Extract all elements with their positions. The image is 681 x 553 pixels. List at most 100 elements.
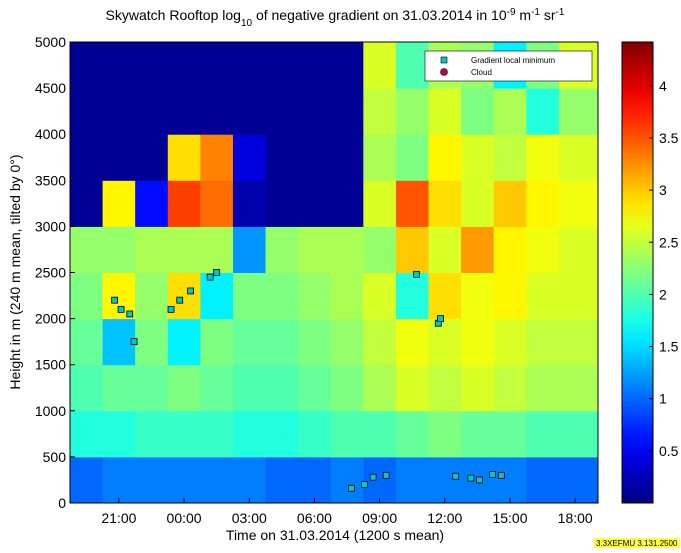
heatmap-cell	[167, 134, 201, 181]
y-tick-label: 2000	[35, 311, 66, 327]
y-tick-label: 1000	[35, 403, 66, 419]
heatmap-cell	[102, 42, 136, 89]
gradient-minimum-marker	[117, 305, 125, 313]
heatmap-cell	[330, 180, 364, 227]
heatmap-cell	[135, 134, 169, 181]
heatmap-cell	[200, 180, 234, 227]
footer-box	[594, 538, 680, 548]
heatmap-cell	[167, 180, 201, 227]
heatmap-cell	[558, 364, 598, 412]
gradient-minimum-marker	[489, 471, 497, 478]
legend-marker	[440, 68, 448, 76]
heatmap-cell	[526, 88, 560, 135]
heatmap-cell	[558, 318, 598, 366]
heatmap-cell	[363, 456, 397, 503]
heatmap-cell	[493, 364, 527, 412]
heatmap-cell	[70, 180, 104, 227]
footer: 3.3XEFMU 3.131.2500	[596, 539, 678, 548]
heatmap-cell	[200, 42, 234, 89]
title-part: of negative gradient on 31.03.2014 in 10	[252, 7, 507, 23]
heatmap-cell	[70, 318, 104, 366]
heatmap-cell	[330, 88, 364, 135]
heatmap-cell	[428, 456, 462, 503]
heatmap-cell	[558, 180, 598, 227]
heatmap-cell	[395, 318, 430, 366]
heatmap-cell	[330, 272, 364, 320]
x-tick-label: 12:00	[427, 510, 462, 526]
heatmap-cell	[265, 180, 299, 227]
heatmap-cell	[395, 88, 430, 135]
gradient-minimum-marker	[361, 481, 368, 488]
gradient-minimum-marker	[206, 273, 214, 281]
heatmap-cell	[298, 456, 332, 503]
heatmap-cell	[200, 88, 234, 135]
heatmap-cell	[493, 272, 527, 320]
heatmap-cell	[558, 134, 598, 181]
heatmap-cell	[428, 318, 462, 366]
x-tick-label: 18:00	[558, 510, 593, 526]
title-part: sr	[540, 7, 556, 23]
heatmap-cell	[493, 88, 527, 135]
heatmap-cell	[232, 364, 267, 412]
colorbar-tick-label: 1	[659, 391, 667, 407]
heatmap-cell	[200, 134, 234, 181]
gradient-minimum-marker	[476, 476, 483, 484]
legend-label: Gradient local minimum	[471, 56, 555, 65]
heatmap-cell	[232, 318, 267, 366]
x-tick-label: 09:00	[362, 510, 397, 526]
heatmap-cell	[428, 226, 462, 273]
y-tick-label: 1500	[35, 357, 66, 373]
legend-box	[424, 50, 593, 82]
heatmap-cell	[265, 364, 299, 412]
heatmap-cell	[135, 318, 169, 366]
heatmap-cell	[526, 226, 560, 273]
title-part: -1	[556, 7, 565, 18]
heatmap-cell	[558, 456, 598, 503]
heatmap-cell	[102, 88, 136, 135]
heatmap-cell	[493, 134, 527, 181]
heatmap-cell	[298, 272, 332, 320]
heatmap-cell	[363, 226, 397, 273]
heatmap-cell	[363, 88, 397, 135]
heatmap-cell	[200, 226, 234, 273]
heatmap-cell	[330, 134, 364, 181]
heatmap-cell	[493, 226, 527, 273]
heatmap-cell	[493, 410, 527, 458]
heatmap-cell	[363, 318, 397, 366]
heatmap-cell	[558, 226, 598, 273]
heatmap-cell	[428, 272, 462, 320]
heatmap-cell	[428, 88, 462, 135]
heatmap-cell	[363, 410, 397, 458]
y-tick-label: 3500	[35, 172, 66, 188]
heatmap-cell	[232, 88, 267, 135]
heatmap-cell	[200, 456, 234, 503]
heatmap-cell	[395, 364, 430, 412]
gradient-minimum-marker	[369, 473, 377, 481]
heatmap-cell	[526, 272, 560, 320]
heatmap-cell	[395, 226, 430, 273]
heatmap-cell	[363, 180, 397, 227]
heatmap-cell	[135, 410, 169, 458]
heatmap	[70, 42, 598, 503]
legend-label: Cloud	[471, 68, 492, 77]
heatmap-cell	[526, 456, 560, 503]
heatmap-cell	[330, 364, 364, 412]
x-axis-label: Time on 31.03.2014 (1200 s mean)	[226, 527, 444, 543]
legend-marker	[440, 56, 448, 64]
heatmap-cell	[330, 456, 364, 503]
heatmap-cell	[298, 226, 332, 273]
gradient-minimum-marker	[497, 471, 505, 479]
title-part: 10	[241, 18, 253, 29]
heatmap-cell	[461, 226, 495, 273]
chart-title: Skywatch Rooftop log10 of negative gradi…	[106, 7, 565, 29]
heatmap-cell	[135, 42, 169, 89]
y-tick-label: 4000	[35, 126, 66, 142]
gradient-minimum-marker	[347, 484, 355, 492]
gradient-minimum-marker	[382, 471, 390, 479]
heatmap-cell	[265, 226, 299, 273]
gradient-minimum-marker	[213, 269, 221, 276]
heatmap-cell	[135, 456, 169, 503]
heatmap-cell	[298, 410, 332, 458]
